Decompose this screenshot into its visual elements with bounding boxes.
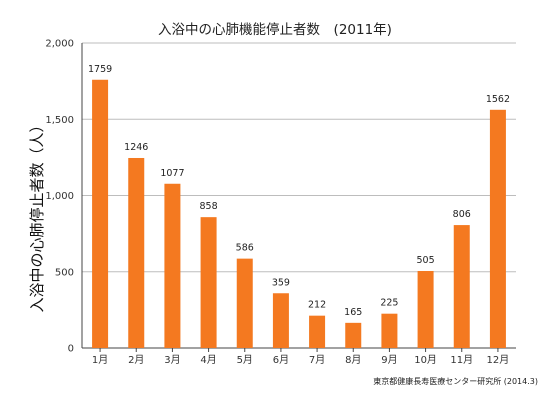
bar	[345, 322, 362, 348]
bar	[272, 293, 289, 348]
x-tick-label: 4月	[200, 354, 216, 366]
data-labels: 1759 1246 1077 858 586 359 212 165 225 505 806 1562	[88, 64, 510, 318]
bar	[92, 79, 109, 348]
x-tick-label: 12月	[487, 354, 510, 366]
data-label: 165	[344, 307, 362, 318]
bar	[236, 258, 253, 348]
data-label: 505	[417, 255, 435, 266]
x-tick-label: 7月	[309, 354, 325, 366]
y-axis-label: 入浴中の心肺停止者数（人）	[28, 117, 46, 312]
data-label: 359	[272, 277, 290, 288]
x-tick-label: 9月	[381, 354, 397, 366]
bar	[417, 270, 434, 348]
gridlines	[82, 42, 516, 349]
data-label: 1562	[486, 94, 510, 105]
x-tick-label: 11月	[450, 354, 473, 366]
chart-title: 入浴中の心肺機能停止者数 (2011年)	[158, 21, 392, 38]
y-tick-label: 0	[68, 344, 74, 355]
data-label: 586	[236, 243, 254, 254]
data-label: 1759	[88, 64, 112, 75]
data-label: 212	[308, 300, 326, 311]
x-tick-label: 10月	[414, 354, 437, 366]
x-tick-label: 8月	[345, 354, 361, 366]
bar	[489, 109, 506, 348]
x-tick-label: 6月	[273, 354, 289, 366]
y-tick-label: 1,000	[45, 191, 74, 202]
x-tick-label: 1月	[92, 354, 108, 366]
y-axis: 0 500 1,000 1,500 2,000	[45, 39, 83, 355]
data-label: 1077	[160, 168, 184, 179]
data-label: 858	[200, 201, 218, 212]
bar	[164, 183, 181, 348]
bar	[200, 217, 217, 348]
x-tick-label: 2月	[128, 354, 144, 366]
x-tick-label: 5月	[237, 354, 253, 366]
bar	[381, 313, 398, 348]
y-tick-label: 500	[55, 267, 74, 278]
y-tick-label: 1,500	[45, 115, 74, 126]
x-axis: 1月 2月 3月 4月 5月 6月 7月 8月 9月 10月 11月 12月	[92, 348, 509, 366]
bar	[309, 315, 326, 348]
data-label: 225	[380, 298, 398, 309]
bar	[453, 225, 470, 348]
data-label: 806	[453, 209, 471, 220]
y-tick-label: 2,000	[45, 39, 74, 50]
x-tick-label: 3月	[164, 354, 180, 366]
source-note: 東京都健康長寿医療センター研究所 (2014.3)	[373, 376, 538, 386]
data-label: 1246	[124, 142, 148, 153]
bar	[128, 157, 145, 348]
bars	[92, 79, 506, 348]
